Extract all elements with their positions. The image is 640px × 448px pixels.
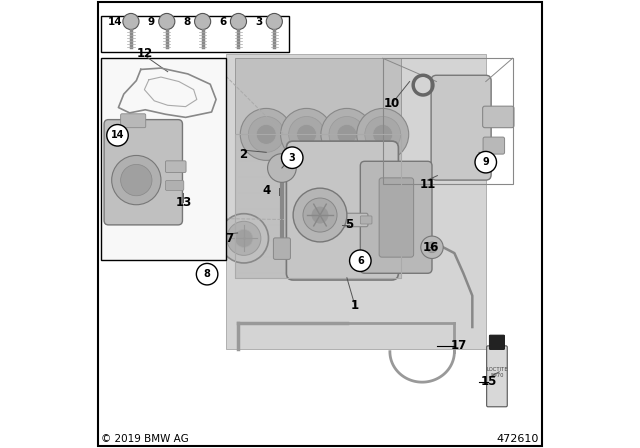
FancyBboxPatch shape — [165, 161, 186, 172]
Text: 2: 2 — [239, 148, 247, 161]
FancyBboxPatch shape — [339, 213, 368, 227]
Text: 11: 11 — [419, 178, 436, 191]
Circle shape — [289, 116, 324, 152]
FancyBboxPatch shape — [431, 75, 491, 180]
Text: 16: 16 — [423, 241, 439, 254]
Circle shape — [282, 147, 303, 168]
Circle shape — [329, 116, 365, 152]
FancyBboxPatch shape — [120, 114, 146, 128]
Circle shape — [337, 125, 356, 144]
Text: 9: 9 — [148, 17, 155, 26]
Text: 10: 10 — [383, 97, 400, 111]
Text: 8: 8 — [183, 17, 191, 26]
Circle shape — [280, 108, 333, 160]
Text: 1: 1 — [351, 299, 359, 312]
Text: 3: 3 — [255, 17, 262, 26]
Circle shape — [120, 164, 152, 196]
Text: 17: 17 — [451, 339, 467, 353]
Text: 14: 14 — [111, 130, 124, 140]
Circle shape — [227, 221, 261, 255]
Text: 13: 13 — [175, 196, 191, 209]
Circle shape — [312, 207, 328, 223]
Circle shape — [235, 229, 253, 247]
Text: 12: 12 — [137, 47, 154, 60]
FancyBboxPatch shape — [483, 137, 504, 154]
Bar — [226, 54, 486, 349]
Text: 4: 4 — [262, 184, 270, 197]
Circle shape — [107, 125, 128, 146]
Text: 7: 7 — [225, 232, 234, 245]
Text: 5: 5 — [345, 218, 353, 232]
Circle shape — [356, 108, 409, 160]
Text: LOCTITE
5970: LOCTITE 5970 — [486, 367, 508, 378]
Text: 6: 6 — [357, 256, 364, 266]
FancyBboxPatch shape — [104, 120, 182, 225]
Text: 8: 8 — [204, 269, 211, 279]
Circle shape — [268, 154, 296, 182]
Circle shape — [196, 263, 218, 285]
Bar — [101, 16, 289, 52]
Text: 15: 15 — [481, 375, 497, 388]
Bar — [101, 58, 226, 260]
Bar — [235, 134, 401, 278]
Circle shape — [240, 108, 292, 160]
Circle shape — [230, 13, 246, 30]
Text: 472610: 472610 — [496, 434, 539, 444]
Bar — [383, 58, 513, 184]
Circle shape — [111, 155, 161, 205]
Circle shape — [266, 13, 282, 30]
Circle shape — [421, 236, 444, 258]
FancyBboxPatch shape — [490, 335, 504, 349]
Circle shape — [297, 125, 316, 144]
FancyBboxPatch shape — [360, 161, 432, 273]
Circle shape — [349, 250, 371, 271]
Circle shape — [123, 13, 139, 30]
Circle shape — [248, 116, 284, 152]
Circle shape — [373, 125, 392, 144]
FancyBboxPatch shape — [486, 346, 508, 407]
Circle shape — [303, 198, 337, 232]
Circle shape — [219, 214, 269, 263]
Circle shape — [159, 13, 175, 30]
Text: © 2019 BMW AG: © 2019 BMW AG — [101, 434, 189, 444]
Text: 9: 9 — [483, 157, 489, 167]
Circle shape — [195, 13, 211, 30]
Circle shape — [321, 108, 373, 160]
Text: 3: 3 — [289, 153, 296, 163]
Circle shape — [257, 125, 276, 144]
Bar — [235, 58, 401, 278]
Text: 14: 14 — [108, 17, 123, 26]
Circle shape — [365, 116, 401, 152]
Circle shape — [427, 242, 437, 253]
Text: 6: 6 — [219, 17, 227, 26]
FancyBboxPatch shape — [483, 106, 514, 128]
FancyBboxPatch shape — [287, 141, 398, 280]
Circle shape — [293, 188, 347, 242]
FancyBboxPatch shape — [165, 181, 184, 190]
Circle shape — [475, 151, 497, 173]
FancyBboxPatch shape — [379, 178, 413, 257]
FancyBboxPatch shape — [360, 216, 372, 224]
FancyBboxPatch shape — [273, 238, 291, 259]
